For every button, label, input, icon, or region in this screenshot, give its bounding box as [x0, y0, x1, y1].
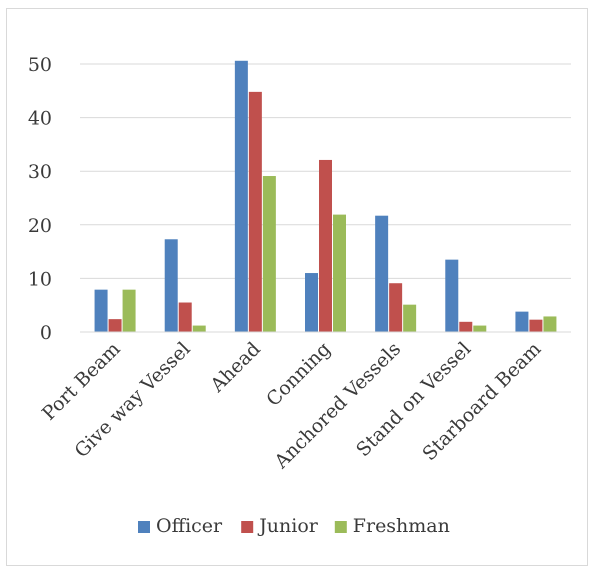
chart-area	[6, 8, 588, 566]
bar-officer-anchored-vessels	[375, 215, 389, 332]
y-tick-label: 10	[28, 268, 52, 290]
bars	[94, 60, 557, 333]
bar-officer-port-beam	[94, 289, 108, 332]
y-tick-label: 40	[28, 108, 52, 130]
bar-junior-anchored-vessels	[389, 283, 403, 332]
bar-officer-ahead	[234, 60, 248, 333]
legend-label-officer: Officer	[156, 515, 223, 537]
y-axis-tick-labels: 0 10 20 30 40 50	[28, 54, 52, 344]
bar-freshman-conning	[333, 214, 346, 332]
bar-freshman-starboard-beam	[543, 316, 557, 332]
y-tick-label: 30	[28, 161, 52, 183]
bar-junior-starboard-beam	[529, 319, 543, 332]
bar-freshman-give-way-vessel	[192, 325, 206, 332]
legend-swatch-junior	[241, 521, 254, 533]
y-tick-label: 0	[40, 322, 52, 344]
bar-officer-stand-on-vessel	[445, 259, 459, 332]
x-tick-label: Starboard Beam	[418, 338, 545, 465]
bar-freshman-port-beam	[122, 289, 136, 332]
bar-junior-port-beam	[108, 319, 122, 332]
x-tick-label: Ahead	[206, 338, 265, 397]
bar-junior-give-way-vessel	[178, 302, 192, 332]
legend-label-junior: Junior	[257, 515, 319, 537]
bar-officer-conning	[305, 273, 318, 332]
bar-officer-give-way-vessel	[164, 239, 178, 332]
legend-swatch-officer	[138, 521, 150, 533]
bar-freshman-ahead	[262, 176, 276, 332]
legend-label-freshman: Freshman	[353, 515, 450, 537]
y-tick-label: 20	[28, 215, 52, 237]
y-tick-label: 50	[28, 54, 52, 76]
bar-freshman-anchored-vessels	[403, 304, 417, 332]
bar-officer-starboard-beam	[515, 311, 529, 332]
bar-junior-conning	[319, 159, 332, 332]
legend: Officer Junior Freshman	[138, 515, 450, 537]
bar-junior-stand-on-vessel	[459, 321, 473, 332]
x-tick-label: Anchored Vessels	[270, 338, 405, 473]
legend-swatch-freshman	[334, 521, 347, 533]
bar-freshman-stand-on-vessel	[473, 325, 487, 332]
bar-junior-ahead	[248, 91, 262, 332]
x-tick-label: Conning	[262, 338, 335, 411]
